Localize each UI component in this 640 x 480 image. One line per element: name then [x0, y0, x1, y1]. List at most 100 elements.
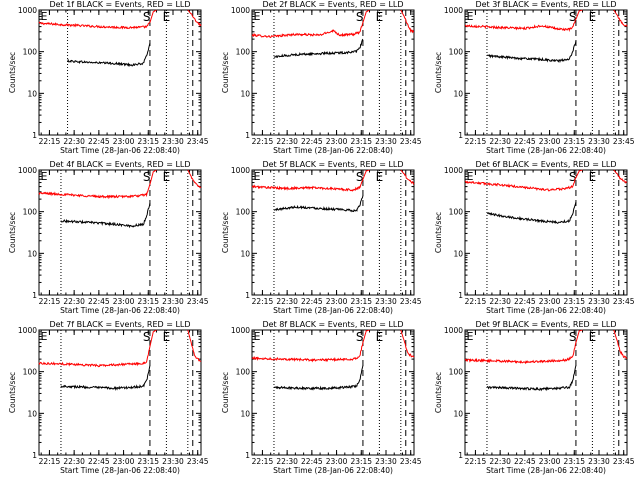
plot-frame	[38, 169, 202, 296]
x-axis-label: Start Time (28-Jan-06 22:08:40)	[60, 466, 180, 475]
y-tick-label: 100	[23, 208, 38, 217]
x-tick-label: 22:15	[252, 457, 274, 466]
x-tick-label: 22:15	[39, 457, 61, 466]
y-tick-label: 1000	[231, 166, 250, 175]
y-tick-label: 1000	[18, 166, 37, 175]
y-tick-label: 100	[449, 48, 464, 57]
y-tick-label: 10	[453, 249, 463, 258]
x-tick-label: 23:15	[137, 297, 159, 306]
marker-label-e: E	[589, 330, 597, 344]
x-tick-label: 23:00	[326, 137, 348, 146]
x-tick-label: 22:45	[301, 457, 323, 466]
plot-frame	[38, 9, 202, 136]
x-tick-label: 22:30	[63, 137, 85, 146]
marker-label-s: S	[569, 10, 577, 24]
y-tick-label: 1	[245, 451, 250, 460]
x-tick-label: 23:30	[162, 457, 184, 466]
plot-title: Det 6f BLACK = Events, RED = LLD	[475, 160, 616, 169]
x-tick-label: 23:45	[400, 457, 422, 466]
plot-title: Det 4f BLACK = Events, RED = LLD	[49, 160, 190, 169]
series-line-lld	[187, 9, 202, 27]
series-line-lld	[187, 169, 202, 189]
y-tick-label: 100	[236, 208, 251, 217]
x-tick-label: 22:30	[276, 297, 298, 306]
detector-plot-6: Det 6f BLACK = Events, RED = LLD 1 10 100 10…	[434, 160, 635, 315]
x-tick-label: 23:30	[375, 297, 397, 306]
x-axis-label: Start Time (28-Jan-06 22:08:40)	[273, 146, 393, 155]
y-tick-label: 100	[23, 368, 38, 377]
x-tick-label: 22:15	[465, 457, 487, 466]
x-tick-label: 23:30	[162, 137, 184, 146]
series-line-lld	[38, 9, 157, 30]
y-tick-label: 10	[453, 89, 463, 98]
series-line-events	[67, 43, 151, 68]
marker-label-e: E	[163, 170, 171, 184]
y-axis-label: Counts/sec	[221, 212, 230, 253]
x-tick-label: 23:00	[539, 137, 561, 146]
plot-frame	[251, 329, 415, 456]
y-tick-label: 1000	[444, 6, 463, 15]
x-tick-label: 23:00	[539, 297, 561, 306]
series-line-events	[273, 365, 364, 391]
marker-label-e: E	[41, 10, 48, 23]
x-tick-label: 22:45	[88, 297, 110, 306]
marker-label-e: E	[376, 10, 384, 24]
marker-label-e: E	[254, 10, 261, 23]
x-tick-label: 22:45	[88, 137, 110, 146]
series-line-lld	[613, 169, 628, 184]
detector-plot-8: Det 8f BLACK = Events, RED = LLD 1 10 100 10…	[221, 320, 422, 475]
plot-title: Det 9f BLACK = Events, RED = LLD	[475, 320, 616, 329]
x-tick-label: 22:45	[514, 457, 536, 466]
x-tick-label: 22:30	[489, 457, 511, 466]
x-tick-label: 22:15	[39, 297, 61, 306]
plot-title: Det 7f BLACK = Events, RED = LLD	[49, 320, 190, 329]
x-tick-label: 23:15	[350, 297, 372, 306]
series-line-events	[60, 365, 151, 391]
x-axis-label: Start Time (28-Jan-06 22:08:40)	[60, 306, 180, 315]
x-tick-label: 23:00	[113, 457, 135, 466]
x-tick-label: 22:15	[465, 137, 487, 146]
x-tick-label: 22:45	[301, 297, 323, 306]
x-axis-label: Start Time (28-Jan-06 22:08:40)	[486, 466, 606, 475]
series-line-lld	[38, 169, 157, 200]
x-tick-label: 22:30	[63, 457, 85, 466]
marker-label-s: S	[143, 10, 151, 24]
x-tick-label: 22:45	[514, 297, 536, 306]
x-tick-label: 23:00	[113, 297, 135, 306]
series-line-lld	[613, 9, 628, 27]
marker-label-e: E	[41, 330, 48, 343]
plot-frame	[464, 169, 628, 296]
series-line-events	[60, 203, 151, 229]
x-tick-label: 22:15	[39, 137, 61, 146]
series-line-events	[486, 40, 577, 64]
x-tick-label: 23:15	[350, 137, 372, 146]
series-line-lld	[187, 329, 202, 362]
y-tick-label: 10	[240, 409, 250, 418]
y-axis-label: Counts/sec	[434, 372, 443, 413]
x-tick-label: 23:45	[187, 457, 209, 466]
detector-plot-9: Det 9f BLACK = Events, RED = LLD 1 10 100 10…	[434, 320, 635, 475]
series-line-lld	[464, 9, 583, 32]
x-tick-label: 23:00	[539, 457, 561, 466]
marker-label-e: E	[589, 10, 597, 24]
x-tick-label: 23:00	[326, 457, 348, 466]
marker-label-e: E	[41, 170, 48, 183]
plot-frame	[251, 9, 415, 136]
y-tick-label: 1	[458, 451, 463, 460]
x-axis-label: Start Time (28-Jan-06 22:08:40)	[60, 146, 180, 155]
x-tick-label: 22:30	[276, 137, 298, 146]
x-tick-label: 23:30	[375, 457, 397, 466]
y-tick-label: 1	[245, 291, 250, 300]
y-tick-label: 100	[449, 208, 464, 217]
y-tick-label: 1000	[18, 6, 37, 15]
marker-label-e: E	[467, 330, 474, 343]
x-tick-label: 23:45	[613, 297, 635, 306]
y-tick-label: 100	[236, 48, 251, 57]
y-tick-label: 10	[453, 409, 463, 418]
detector-plot-1: Det 1f BLACK = Events, RED = LLD 1 10 100 10…	[8, 0, 209, 155]
y-tick-label: 10	[240, 249, 250, 258]
y-axis-label: Counts/sec	[434, 212, 443, 253]
plot-title: Det 3f BLACK = Events, RED = LLD	[475, 0, 616, 9]
y-axis-label: Counts/sec	[8, 212, 17, 253]
